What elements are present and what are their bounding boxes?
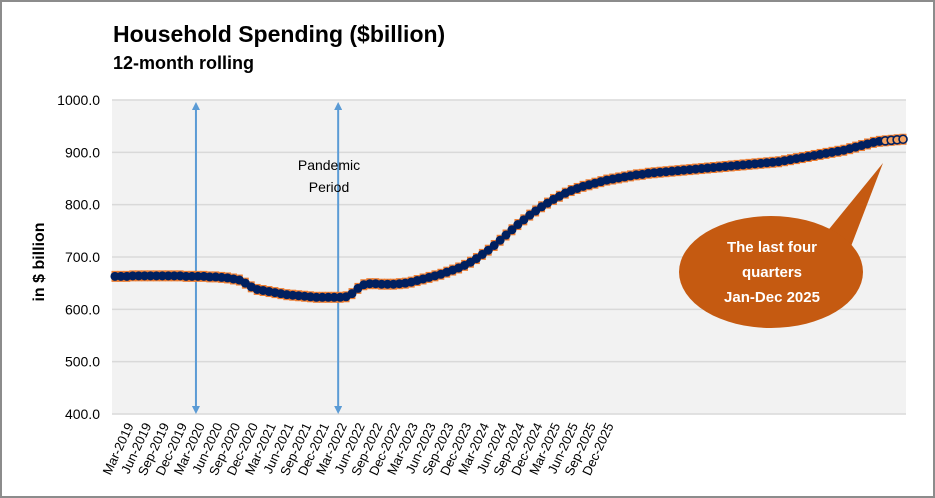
callout-text-line1: The last four: [727, 239, 817, 256]
callout-text-line3: Jan-Dec 2025: [724, 289, 820, 306]
pandemic-label-line1: Pandemic: [298, 157, 360, 173]
chart-title: Household Spending ($billion): [113, 21, 446, 47]
y-tick-label: 800.0: [65, 197, 100, 213]
series-markers: [110, 133, 908, 303]
pandemic-label-line2: Period: [309, 179, 349, 195]
y-axis-label: in $ billion: [31, 222, 48, 301]
data-point: [347, 289, 357, 299]
x-axis-ticks: Mar-2019Jun-2019Sep-2019Dec-2019Mar-2020…: [100, 420, 617, 477]
y-tick-label: 900.0: [65, 144, 100, 160]
open-marker: [898, 134, 908, 145]
data-point: [501, 230, 511, 240]
callout-bubble: The last four quarters Jan-Dec 2025: [679, 163, 883, 328]
y-axis-ticks: 1000.0 900.0 800.0 700.0 600.0 500.0 400.0: [57, 92, 100, 422]
y-tick-label: 700.0: [65, 249, 100, 265]
callout-text-line2: quarters: [742, 264, 802, 281]
y-tick-label: 400.0: [65, 406, 100, 422]
y-tick-label: 600.0: [65, 301, 100, 317]
data-point: [495, 235, 505, 245]
pandemic-arrows: [191, 102, 343, 414]
chart-subtitle: 12-month rolling: [113, 53, 254, 73]
y-tick-label: 1000.0: [57, 92, 100, 108]
data-point: [489, 240, 499, 250]
gridlines: [112, 99, 906, 415]
callout-ellipse: [679, 216, 863, 328]
y-tick-label: 500.0: [65, 354, 100, 370]
data-point: [507, 225, 517, 235]
